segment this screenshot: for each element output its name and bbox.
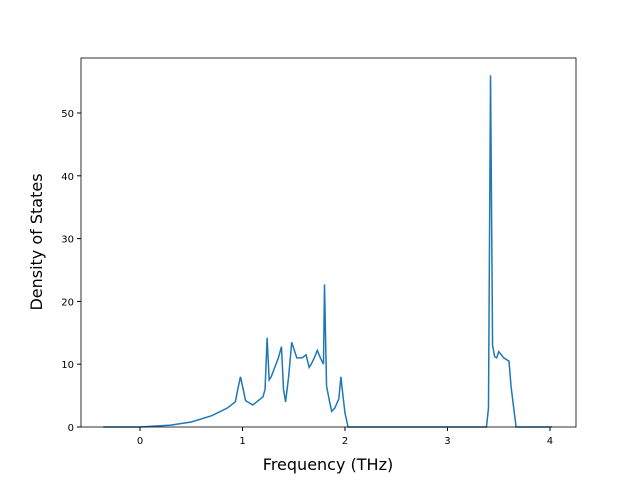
x-tick-label: 4 bbox=[547, 436, 553, 447]
y-tick-label: 10 bbox=[61, 360, 74, 371]
x-tick-label: 2 bbox=[342, 436, 348, 447]
y-tick-label: 50 bbox=[61, 109, 74, 120]
plot-frame bbox=[80, 57, 577, 428]
y-tick-label: 30 bbox=[61, 235, 74, 246]
x-tick-label: 0 bbox=[137, 436, 143, 447]
x-axis-label: Frequency (THz) bbox=[263, 455, 393, 474]
y-tick-label: 0 bbox=[68, 423, 74, 434]
y-axis-label: Density of States bbox=[27, 173, 46, 310]
y-tick-label: 40 bbox=[61, 172, 74, 183]
y-tick-label: 20 bbox=[61, 297, 74, 308]
x-tick-label: 3 bbox=[444, 436, 450, 447]
data-line bbox=[103, 75, 553, 428]
x-tick-label: 1 bbox=[239, 436, 245, 447]
